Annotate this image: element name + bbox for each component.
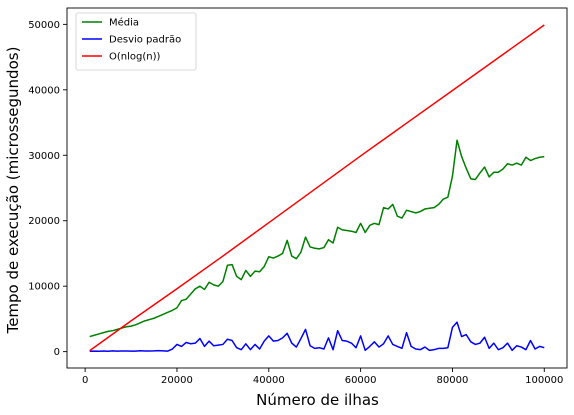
y-tick-label: 10000 <box>28 282 60 293</box>
legend-label: O(nlog(n)) <box>109 52 160 63</box>
x-axis-label: Número de ilhas <box>256 391 379 409</box>
y-tick-label: 50000 <box>28 20 60 31</box>
y-axis-label: Tempo de execução (microssegundos) <box>4 47 22 335</box>
series-line-1 <box>89 321 545 353</box>
x-tick-label: 20000 <box>161 375 193 386</box>
legend-box <box>75 12 197 71</box>
x-tick-label: 40000 <box>253 375 285 386</box>
legend-label: Média <box>109 17 139 29</box>
y-tick-label: 40000 <box>28 85 60 96</box>
y-tick-label: 30000 <box>28 151 60 162</box>
x-tick-label: 100000 <box>525 375 563 386</box>
axes-layer: 0 20000 40000 60000 80000 100000 0 10000 20000 30… <box>28 7 568 386</box>
x-tick-label: 80000 <box>437 375 469 386</box>
y-tick-label: 20000 <box>28 216 60 227</box>
x-tick-label: 60000 <box>345 375 377 386</box>
axes-frame <box>66 7 568 369</box>
legend-label: Desvio padrão <box>109 35 181 46</box>
y-tick-label: 0 <box>54 347 60 358</box>
series-layer <box>89 24 545 353</box>
series-line-0 <box>89 139 545 338</box>
x-tick-label: 0 <box>82 375 88 386</box>
legend: Média Desvio padrão O(nlog(n)) <box>75 12 197 71</box>
series-line-2 <box>89 24 545 352</box>
